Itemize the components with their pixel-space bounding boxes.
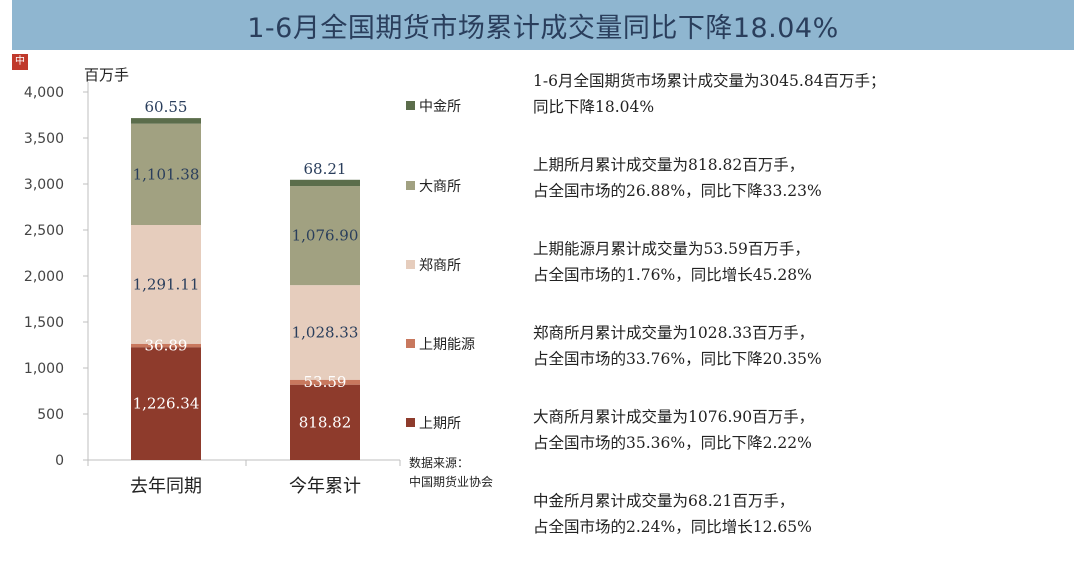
description-line: 占全国市场的2.24%，同比增长12.65% — [533, 518, 812, 536]
description-line: 占全国市场的1.76%，同比增长45.28% — [533, 266, 812, 284]
y-tick-label: 4,000 — [24, 85, 64, 101]
logo-icon: 中 — [12, 54, 28, 70]
description-summary: 1-6月全国期货市场累计成交量为3045.84百万手； 同比下降18.04% — [533, 68, 1073, 120]
legend-swatch — [406, 339, 415, 348]
source-label: 数据来源： — [409, 456, 470, 470]
data-label: 68.21 — [304, 160, 347, 178]
legend-swatch — [406, 101, 415, 110]
description-ine: 上期能源月累计成交量为53.59百万手， 占全国市场的1.76%，同比增长45.… — [533, 236, 1073, 288]
description-line: 占全国市场的33.76%，同比下降20.35% — [533, 350, 822, 368]
data-label: 1,226.34 — [133, 395, 200, 413]
description-line: 大商所月累计成交量为1076.90百万手， — [533, 408, 815, 426]
bar-segment — [131, 347, 201, 460]
legend-label: 上期能源 — [419, 337, 475, 353]
description-line: 上期能源月累计成交量为53.59百万手， — [533, 240, 810, 258]
x-category-label: 今年累计 — [289, 476, 361, 497]
legend-label: 大商所 — [419, 179, 461, 195]
legend-swatch — [406, 260, 415, 269]
legend-label: 中金所 — [419, 99, 461, 115]
title-bar: 1-6月全国期货市场累计成交量同比下降18.04% — [12, 0, 1074, 50]
description-line: 同比下降18.04% — [533, 98, 655, 116]
data-label: 818.82 — [299, 413, 352, 431]
description-line: 占全国市场的35.36%，同比下降2.22% — [533, 434, 812, 452]
y-tick-label: 3,500 — [24, 131, 64, 147]
data-label: 1,291.11 — [133, 275, 200, 293]
data-label: 36.89 — [145, 336, 188, 354]
description-cffex: 中金所月累计成交量为68.21百万手， 占全国市场的2.24%，同比增长12.6… — [533, 488, 1073, 540]
bar-segment — [290, 186, 360, 286]
bar-segment — [290, 179, 360, 187]
legend-swatch — [406, 181, 415, 190]
legend-label: 郑商所 — [419, 258, 461, 274]
y-tick-label: 2,500 — [24, 223, 64, 239]
y-tick-label: 500 — [37, 407, 64, 423]
description-line: 1-6月全国期货市场累计成交量为3045.84百万手； — [533, 72, 886, 90]
y-tick-label: 1,500 — [24, 315, 64, 331]
y-unit-label: 百万手 — [84, 66, 129, 84]
page-title: 1-6月全国期货市场累计成交量同比下降18.04% — [247, 12, 839, 44]
x-category-label: 去年同期 — [130, 476, 202, 497]
bar-segment — [131, 343, 201, 348]
bar-segment — [131, 123, 201, 226]
data-label: 1,028.33 — [292, 323, 359, 341]
bar-segment — [290, 379, 360, 385]
data-label: 1,076.90 — [292, 227, 359, 245]
data-label: 1,101.38 — [133, 165, 200, 183]
y-tick-label: 0 — [55, 453, 64, 469]
bar-segment — [290, 384, 360, 460]
legend-swatch — [406, 418, 415, 427]
source-name: 中国期货业协会 — [409, 475, 494, 489]
bar-segment — [131, 118, 201, 124]
description-dce: 大商所月累计成交量为1076.90百万手， 占全国市场的35.36%，同比下降2… — [533, 404, 1073, 456]
y-tick-label: 1,000 — [24, 361, 64, 377]
data-label: 53.59 — [304, 373, 347, 391]
legend-label: 上期所 — [419, 416, 461, 432]
y-tick-label: 2,000 — [24, 269, 64, 285]
description-czce: 郑商所月累计成交量为1028.33百万手， 占全国市场的33.76%，同比下降2… — [533, 320, 1073, 372]
description-line: 郑商所月累计成交量为1028.33百万手， — [533, 324, 815, 342]
description-line: 中金所月累计成交量为68.21百万手， — [533, 492, 795, 510]
data-source: 数据来源： 中国期货业协会 — [409, 454, 493, 492]
y-tick-label: 3,000 — [24, 177, 64, 193]
description-line: 占全国市场的26.88%，同比下降33.23% — [533, 182, 822, 200]
description-shfe: 上期所月累计成交量为818.82百万手， 占全国市场的26.88%，同比下降33… — [533, 152, 1073, 204]
stacked-bar-chart: 百万手 0 500 1,000 1,500 2,000 2,500 3,000 3,500 4,0… — [24, 66, 475, 497]
bar-segment — [131, 225, 201, 344]
bar-segment — [290, 285, 360, 380]
description-panel: 1-6月全国期货市场累计成交量为3045.84百万手； 同比下降18.04% 上… — [533, 68, 1073, 572]
data-label: 60.55 — [145, 98, 188, 116]
description-line: 上期所月累计成交量为818.82百万手， — [533, 156, 805, 174]
